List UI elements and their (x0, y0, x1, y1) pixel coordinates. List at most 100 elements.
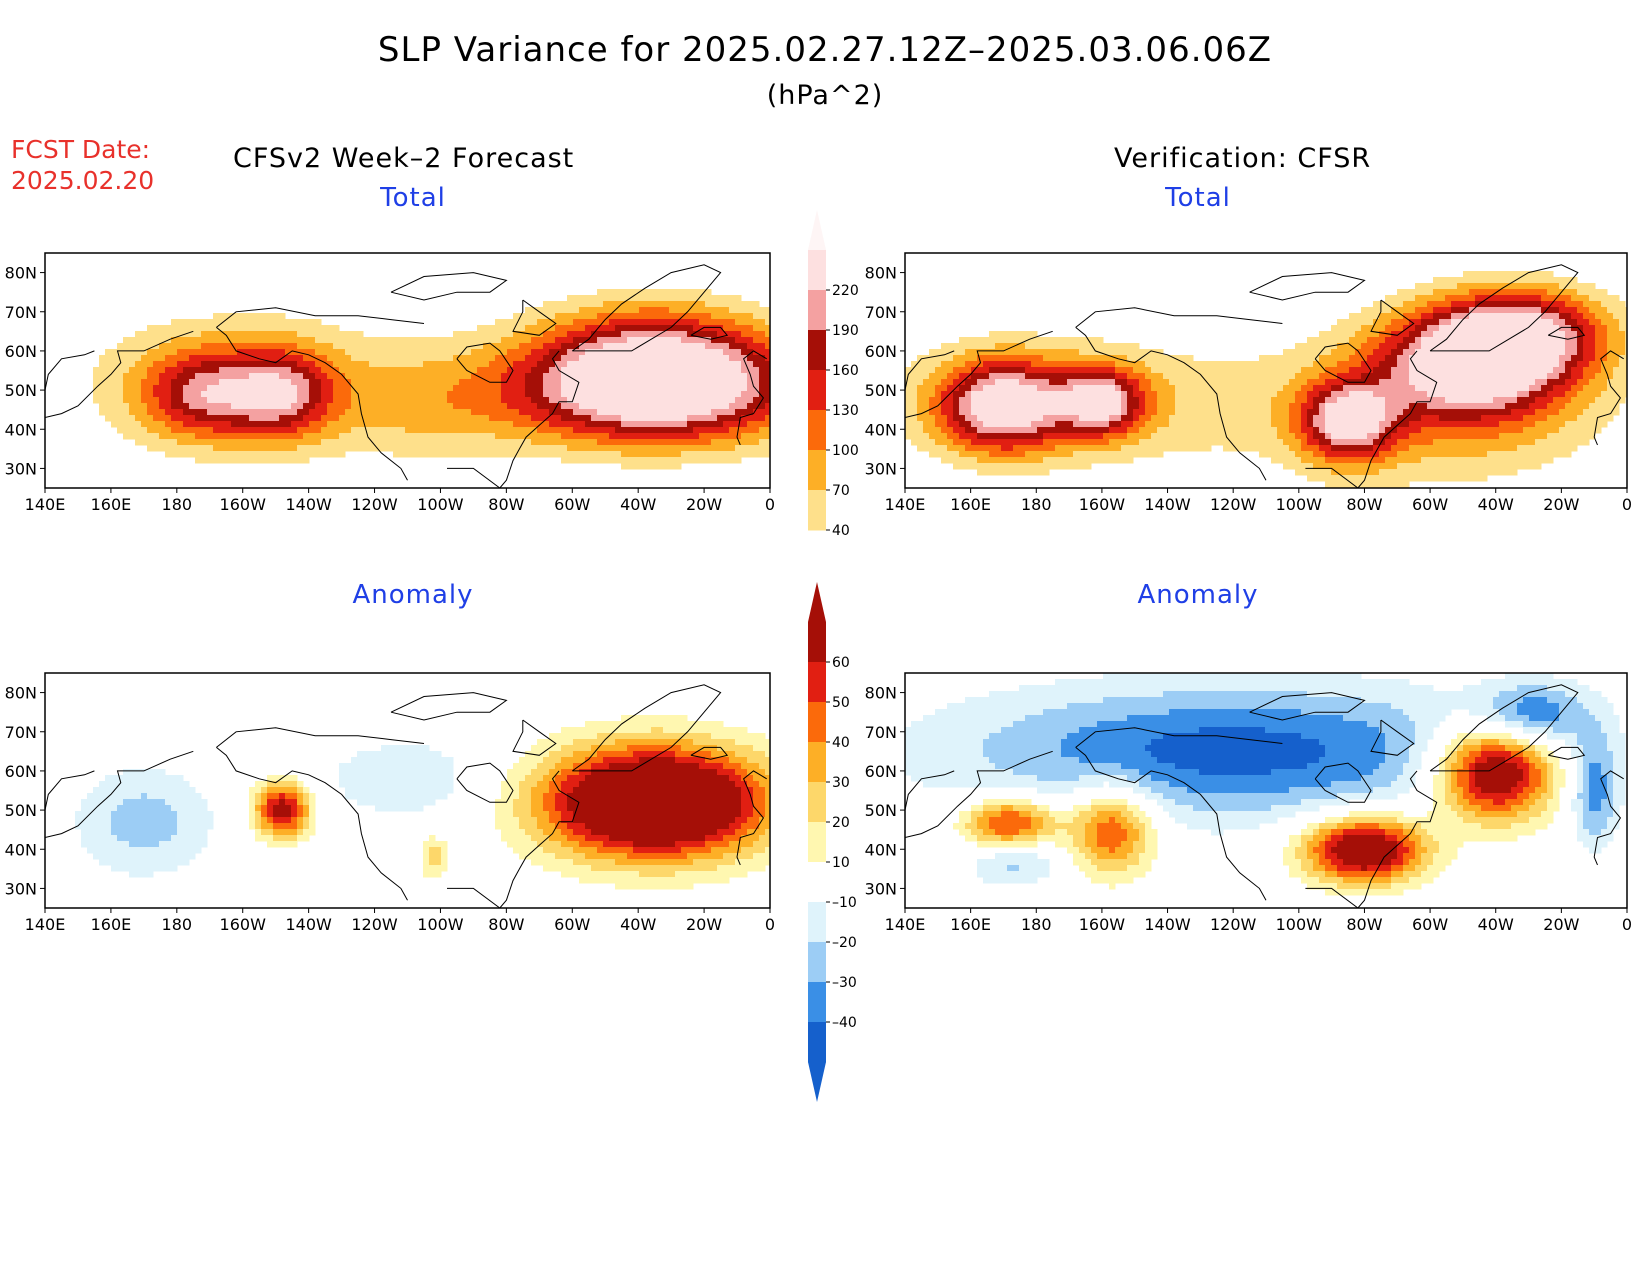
field-cell (675, 415, 682, 422)
field-cell (531, 325, 538, 332)
field-cell (255, 433, 262, 440)
field-cell (1493, 337, 1500, 344)
field-cell (165, 427, 172, 434)
field-cell (1541, 307, 1548, 314)
field-cell (585, 391, 592, 398)
field-cell (1031, 361, 1038, 368)
field-cell (1337, 427, 1344, 434)
field-cell (609, 451, 616, 458)
field-cell (123, 343, 130, 350)
field-cell (411, 415, 418, 422)
field-cell (549, 331, 556, 338)
field-cell (297, 427, 304, 434)
field-cell (1253, 391, 1260, 398)
field-cell (633, 439, 640, 446)
field-cell (1271, 373, 1278, 380)
field-cell (621, 319, 628, 326)
field-cell (977, 385, 984, 392)
field-cell (273, 343, 280, 350)
field-cell (435, 337, 442, 344)
field-cell (411, 439, 418, 446)
field-cell (399, 445, 406, 452)
field-cell (1457, 427, 1464, 434)
field-cell (1385, 367, 1392, 374)
field-cell (1559, 337, 1566, 344)
field-cell (603, 415, 610, 422)
field-cell (471, 415, 478, 422)
field-cell (303, 457, 310, 464)
field-cell (1319, 427, 1326, 434)
field-cell (1511, 271, 1518, 278)
field-cell (1553, 319, 1560, 326)
field-cell (1223, 391, 1230, 398)
field-cell (441, 421, 448, 428)
field-cell (965, 397, 972, 404)
field-cell (249, 415, 256, 422)
field-cell (645, 367, 652, 374)
field-cell (1457, 403, 1464, 410)
field-cell (207, 325, 214, 332)
field-cell (753, 385, 760, 392)
field-cell (225, 397, 232, 404)
field-cell (1529, 277, 1536, 284)
field-cell (1379, 415, 1386, 422)
field-cell (687, 457, 694, 464)
field-cell (561, 331, 568, 338)
field-cell (1577, 337, 1584, 344)
field-cell (1391, 361, 1398, 368)
field-cell (1025, 391, 1032, 398)
field-cell (573, 457, 580, 464)
field-cell (519, 337, 526, 344)
field-cell (633, 289, 640, 296)
field-cell (363, 343, 370, 350)
field-cell (1001, 415, 1008, 422)
field-cell (195, 433, 202, 440)
field-cell (237, 457, 244, 464)
field-cell (1265, 409, 1272, 416)
field-cell (1349, 427, 1356, 434)
field-cell (1277, 415, 1284, 422)
field-cell (1295, 373, 1302, 380)
field-cell (1091, 421, 1098, 428)
field-cell (1589, 325, 1596, 332)
field-cell (1331, 343, 1338, 350)
field-cell (1175, 379, 1182, 386)
field-cell (711, 325, 718, 332)
field-cell (1457, 361, 1464, 368)
field-cell (405, 427, 412, 434)
field-cell (983, 433, 990, 440)
field-cell (717, 457, 724, 464)
field-cell (989, 337, 996, 344)
field-cell (399, 433, 406, 440)
field-cell (441, 397, 448, 404)
field-cell (159, 367, 166, 374)
field-cell (411, 373, 418, 380)
field-cell (123, 367, 130, 374)
field-cell (429, 421, 436, 428)
field-cell (483, 355, 490, 362)
lat-tick-label: 40N (5, 420, 37, 439)
field-cell (357, 355, 364, 362)
field-cell (225, 325, 232, 332)
field-cell (417, 367, 424, 374)
field-cell (639, 307, 646, 314)
field-cell (309, 433, 316, 440)
field-cell (675, 445, 682, 452)
field-cell (423, 421, 430, 428)
field-cell (1445, 337, 1452, 344)
field-cell (723, 373, 730, 380)
field-cell (1523, 403, 1530, 410)
field-cell (327, 445, 334, 452)
field-cell (1463, 385, 1470, 392)
field-cell (1415, 403, 1422, 410)
field-cell (315, 373, 322, 380)
field-cell (273, 433, 280, 440)
field-cell (1385, 343, 1392, 350)
field-cell (279, 391, 286, 398)
field-cell (267, 451, 274, 458)
field-cell (1445, 289, 1452, 296)
field-cell (1199, 391, 1206, 398)
field-cell (1163, 427, 1170, 434)
field-cell (261, 343, 268, 350)
field-cell (201, 397, 208, 404)
